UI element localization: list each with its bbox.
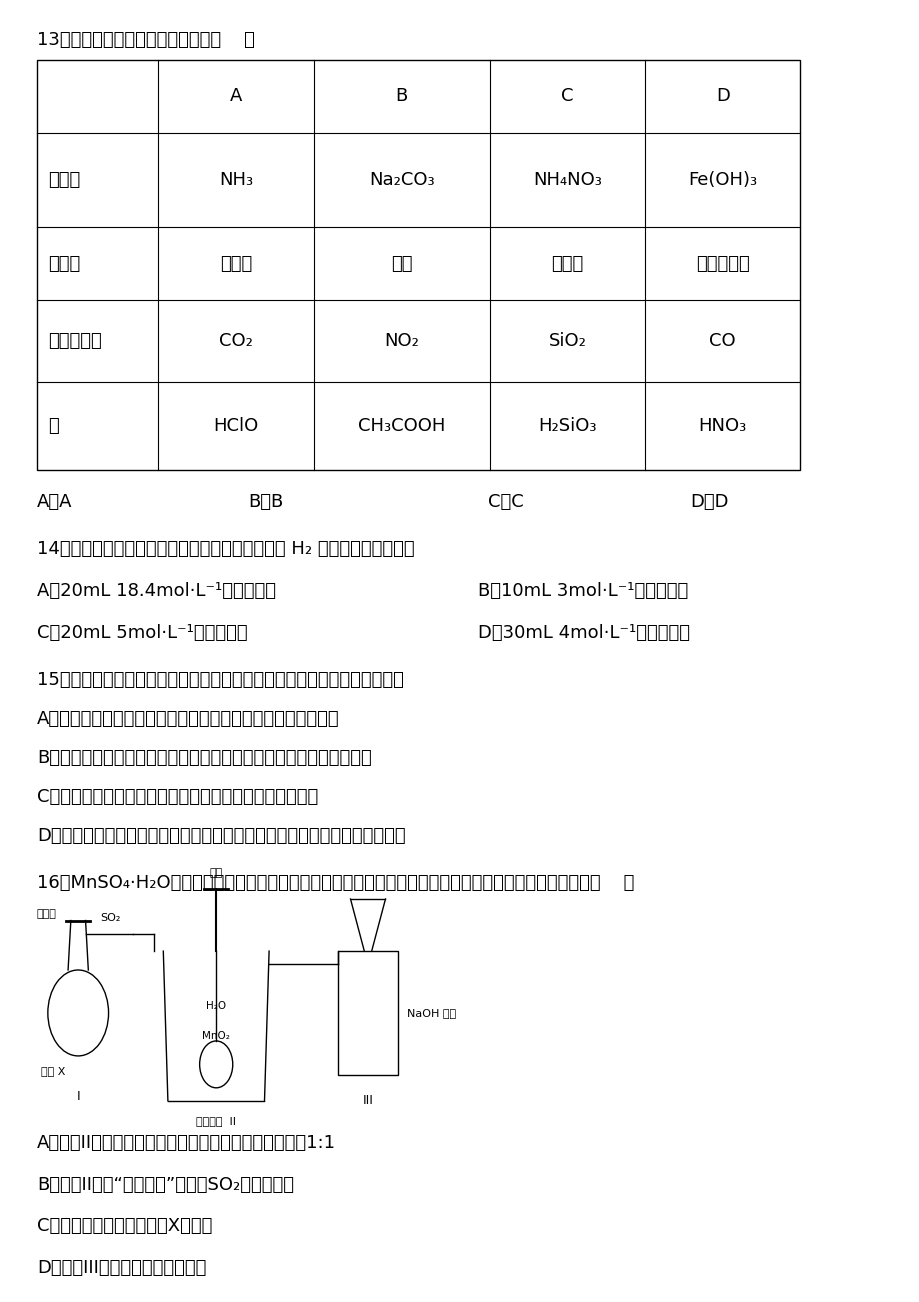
Text: C．根据纯净物中的元素组成，将纯净物分为单质和化合物: C．根据纯净物中的元素组成，将纯净物分为单质和化合物 (37, 788, 318, 806)
Text: SiO₂: SiO₂ (548, 332, 585, 350)
Text: A．A: A．A (37, 493, 73, 512)
Text: Na₂CO₃: Na₂CO₃ (369, 171, 434, 189)
Text: NH₄NO₃: NH₄NO₃ (532, 171, 601, 189)
Text: NO₂: NO₂ (384, 332, 419, 350)
Text: CO₂: CO₂ (219, 332, 253, 350)
Text: H₂O: H₂O (206, 1001, 226, 1012)
Text: 酸: 酸 (48, 417, 59, 435)
Text: B: B (395, 87, 407, 105)
Text: MnO₂: MnO₂ (202, 1031, 230, 1042)
Text: HNO₃: HNO₃ (698, 417, 746, 435)
Bar (37, 60, 800, 470)
Text: B．B: B．B (248, 493, 283, 512)
Text: CO: CO (709, 332, 735, 350)
Text: A．装置II中参与反应的氧化剂和还原剂物质的量之比为1:1: A．装置II中参与反应的氧化剂和还原剂物质的量之比为1:1 (37, 1134, 335, 1152)
Text: 电解质: 电解质 (48, 171, 80, 189)
Text: 漂白粉: 漂白粉 (220, 255, 252, 272)
Text: 酸性氧化物: 酸性氧化物 (48, 332, 101, 350)
Text: D．根据反应中的能量变化，将化学反应分为氧化还原反应和非氧化还原反应: D．根据反应中的能量变化，将化学反应分为氧化还原反应和非氧化还原反应 (37, 827, 405, 845)
Text: D．D: D．D (689, 493, 728, 512)
Text: 16、MnSO₄·H₂O是一种易溶于水的微红色斜方晶体，某同学设计下列装置制备硫酸锷；下列说法错误的是（    ）: 16、MnSO₄·H₂O是一种易溶于水的微红色斜方晶体，某同学设计下列装置制备硫… (37, 874, 633, 892)
Text: C．装置烧瓶中放入的药品X为铜屑: C．装置烧瓶中放入的药品X为铜屑 (37, 1217, 212, 1236)
Text: 多孔球泡  II: 多孔球泡 II (196, 1117, 236, 1126)
Text: HClO: HClO (213, 417, 258, 435)
Text: 明矾: 明矾 (391, 255, 412, 272)
Text: D．30mL 4mol·L⁻¹的硫酸溶液: D．30mL 4mol·L⁻¹的硫酸溶液 (478, 624, 689, 642)
Text: 浓硫酸: 浓硫酸 (37, 909, 57, 919)
Text: 冰水混合物: 冰水混合物 (695, 255, 749, 272)
Text: B．装置II中用“多孔球泡”可增大SO₂的吸收速率: B．装置II中用“多孔球泡”可增大SO₂的吸收速率 (37, 1176, 293, 1194)
Text: 14、常温下，下列四种酸溶液，能跟铝片反应放出 H₂ 且反应速率最快的是: 14、常温下，下列四种酸溶液，能跟铝片反应放出 H₂ 且反应速率最快的是 (37, 540, 414, 559)
Text: 13、下列物质的分类正确的一组是（    ）: 13、下列物质的分类正确的一组是（ ） (37, 31, 255, 49)
Text: 搅拌: 搅拌 (210, 868, 222, 879)
Text: H₂SiO₃: H₂SiO₃ (538, 417, 596, 435)
Text: B．根据分散系是否具有丁达尔效应，将分散系分为溶液、胶体和濁液: B．根据分散系是否具有丁达尔效应，将分散系分为溶液、胶体和濁液 (37, 749, 371, 767)
Text: D．装置III中漏斗的作用是防倒吸: D．装置III中漏斗的作用是防倒吸 (37, 1259, 206, 1277)
Text: C．20mL 5mol·L⁻¹的盐酸溶液: C．20mL 5mol·L⁻¹的盐酸溶液 (37, 624, 247, 642)
Text: D: D (715, 87, 729, 105)
Text: A．根据溶液导电能力强弱，将电解质分为强电解质和弱电解质: A．根据溶液导电能力强弱，将电解质分为强电解质和弱电解质 (37, 710, 339, 728)
Text: Fe(OH)₃: Fe(OH)₃ (687, 171, 756, 189)
Text: 混合物: 混合物 (48, 255, 80, 272)
Text: 药品 X: 药品 X (41, 1066, 65, 1077)
Text: SO₂: SO₂ (100, 913, 120, 923)
Text: A．20mL 18.4mol·L⁻¹的硫酸溶液: A．20mL 18.4mol·L⁻¹的硫酸溶液 (37, 582, 276, 600)
Bar (338, 952, 398, 1075)
Text: III: III (362, 1095, 373, 1107)
Text: CH₃COOH: CH₃COOH (357, 417, 445, 435)
Text: 水玻璃: 水玻璃 (550, 255, 583, 272)
Text: C．C: C．C (487, 493, 523, 512)
Text: A: A (230, 87, 242, 105)
Text: NaOH 溶液: NaOH 溶液 (407, 1008, 456, 1018)
Text: C: C (561, 87, 573, 105)
Text: I: I (76, 1090, 80, 1103)
Text: NH₃: NH₃ (219, 171, 253, 189)
Text: 15、分类方法在化学学科的发展中起到重要的作用。下列分类标准合理的是: 15、分类方法在化学学科的发展中起到重要的作用。下列分类标准合理的是 (37, 671, 403, 689)
Text: B．10mL 3mol·L⁻¹的硫酸溶液: B．10mL 3mol·L⁻¹的硫酸溶液 (478, 582, 688, 600)
